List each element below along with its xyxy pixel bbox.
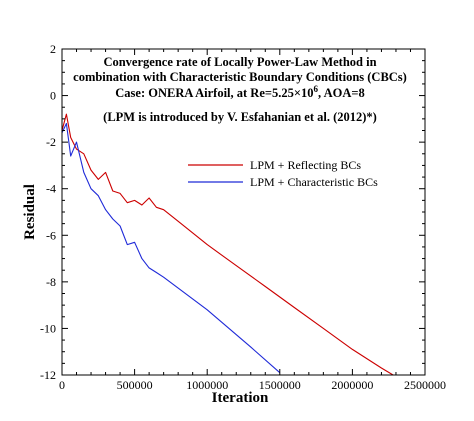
title-line-4: (LPM is introduced by V. Esfahanian et a… [103, 110, 377, 124]
x-tick-label-0: 0 [59, 378, 65, 392]
x-tick-label-3: 1500000 [259, 378, 301, 392]
y-tick-label-3: -4 [46, 182, 56, 196]
title-line-1: Convergence rate of Locally Power-Law Me… [103, 55, 376, 69]
tick-labels: 0 500000 1000000 1500000 2000000 2500000 2 0 -2 -… [40, 42, 446, 392]
y-tick-label-6: -10 [40, 321, 56, 335]
x-axis-title: Iteration [212, 390, 269, 406]
legend: LPM + Reflecting BCs LPM + Characteristic… [188, 158, 378, 189]
y-tick-label-4: -6 [46, 228, 56, 242]
legend-label-1: LPM + Reflecting BCs [250, 158, 361, 172]
y-tick-label-2: -2 [46, 135, 56, 149]
x-tick-label-2: 1000000 [186, 378, 228, 392]
legend-label-2: LPM + Characteristic BCs [250, 175, 378, 189]
tick-marks [61, 48, 426, 376]
x-tick-label-1: 500000 [117, 378, 153, 392]
y-tick-label-5: -8 [46, 275, 56, 289]
title-line-3: Case: ONERA Airfoil, at Re=5.25×106, AOA… [115, 84, 364, 100]
title-line-3-main: Case: ONERA Airfoil, at Re=5.25×10 [115, 86, 313, 100]
x-tick-label-4: 2000000 [331, 378, 373, 392]
title-line-3-suffix: , AOA=8 [318, 86, 365, 100]
y-axis-title: Residual [22, 184, 38, 240]
y-tick-label-7: -12 [40, 368, 56, 382]
series-line-2 [62, 122, 281, 374]
title-superscript: 6 [314, 84, 319, 94]
plot-lines [62, 113, 394, 375]
chart-title: Convergence rate of Locally Power-Law Me… [73, 55, 407, 124]
y-tick-label-0: 2 [50, 42, 56, 56]
x-tick-label-5: 2500000 [404, 378, 446, 392]
series-line-1 [62, 113, 394, 375]
y-tick-label-1: 0 [50, 89, 56, 103]
title-line-2: combination with Characteristic Boundary… [73, 70, 407, 84]
